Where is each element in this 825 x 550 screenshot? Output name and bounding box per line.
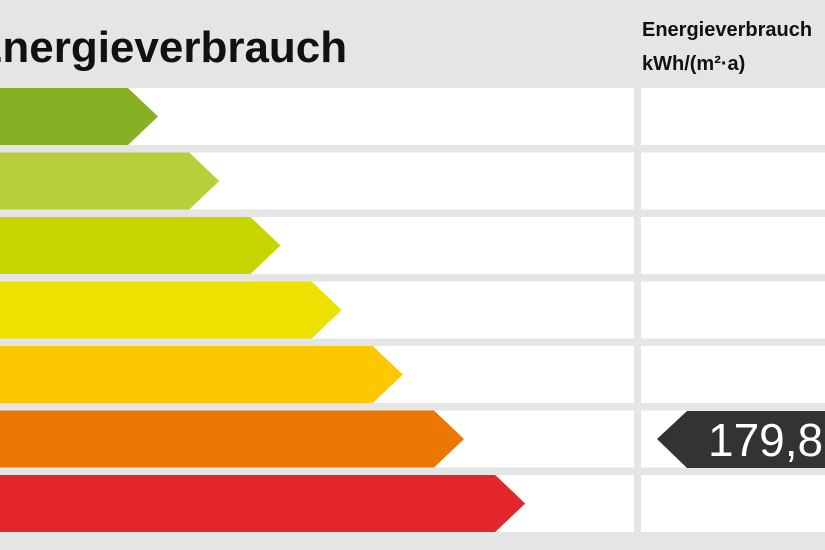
value-cell [641, 475, 825, 532]
unit: kWh/(m²·a) [642, 53, 745, 75]
rows [0, 88, 825, 532]
value-cell [641, 88, 825, 145]
column-title: Energieverbrauch [642, 19, 812, 41]
class-arrow [0, 217, 281, 274]
class-arrow [0, 152, 220, 210]
class-arrow [0, 281, 342, 339]
class-arrow [0, 346, 403, 403]
title: Energieverbrauch [0, 23, 347, 72]
value-cell [641, 346, 825, 403]
class-arrow [0, 88, 158, 145]
value-cell [641, 281, 825, 339]
value-cell [641, 152, 825, 210]
value-cell [641, 217, 825, 274]
marker-value: 179,8 [708, 414, 823, 466]
marker-arrow [657, 411, 825, 468]
class-arrow [0, 410, 464, 468]
value-marker: 179,8 [657, 411, 825, 468]
class-arrow [0, 475, 526, 532]
